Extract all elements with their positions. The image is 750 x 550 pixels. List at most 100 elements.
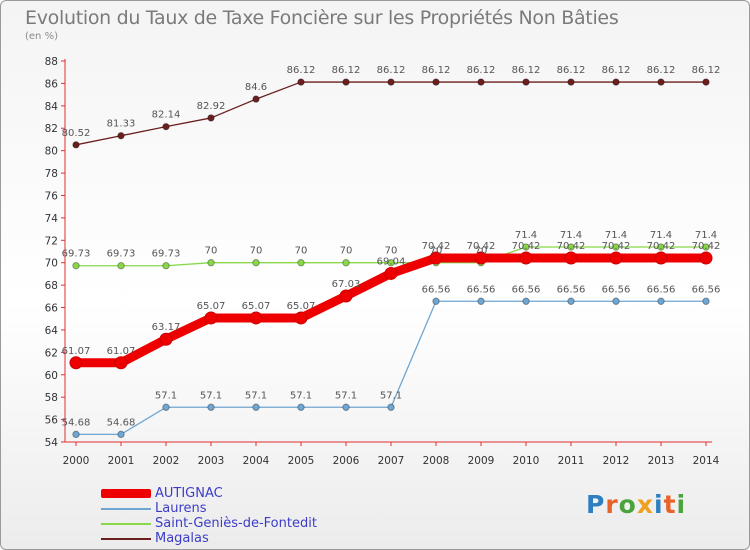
data-point-autignac: [564, 251, 578, 265]
data-point-saint-geni-s-de-fontedit: [342, 259, 350, 267]
data-label-laurens: 54.68: [107, 417, 136, 428]
data-point-laurens: [612, 297, 620, 305]
x-tick-label: 2003: [198, 455, 225, 467]
brand-logo-letter: i: [654, 490, 664, 519]
data-point-autignac: [339, 289, 353, 303]
data-point-magalas: [162, 122, 170, 131]
data-label-autignac: 69.04: [377, 256, 406, 267]
data-label-autignac: 70.42: [602, 241, 631, 252]
brand-logo: Proxiti: [586, 490, 686, 519]
x-tick-label: 2005: [288, 455, 315, 467]
data-label-saint-geni-s-de-fontedit: 71.4: [560, 230, 582, 241]
data-label-autignac: 61.07: [62, 346, 91, 357]
data-point-laurens: [432, 297, 440, 305]
y-tick-label: 80: [45, 146, 58, 158]
data-point-magalas: [387, 78, 395, 86]
x-tick-label: 2012: [603, 455, 630, 467]
data-label-saint-geni-s-de-fontedit: 70: [475, 246, 488, 257]
legend-label: Saint-Geniès-de-Fontedit: [155, 516, 317, 531]
data-label-magalas: 86.12: [692, 65, 721, 76]
data-point-saint-geni-s-de-fontedit: [207, 259, 215, 267]
data-label-saint-geni-s-de-fontedit: 69.73: [107, 249, 136, 260]
data-point-saint-geni-s-de-fontedit: [567, 243, 575, 251]
brand-logo-letter: i: [676, 490, 687, 519]
data-point-magalas: [342, 78, 350, 86]
data-label-saint-geni-s-de-fontedit: 70: [205, 246, 218, 257]
data-label-autignac: 65.07: [242, 301, 271, 312]
data-point-laurens: [702, 297, 710, 305]
data-label-laurens: 57.1: [380, 390, 402, 401]
legend-swatch-autignac: [101, 489, 151, 498]
data-label-autignac: 70.42: [557, 241, 586, 252]
data-label-autignac: 61.07: [107, 346, 136, 357]
data-point-autignac: [159, 332, 173, 346]
data-point-saint-geni-s-de-fontedit: [612, 243, 620, 251]
data-point-autignac: [654, 251, 668, 265]
data-point-laurens: [207, 403, 215, 411]
y-tick-label: 82: [45, 123, 58, 135]
y-tick-label: 84: [45, 101, 59, 113]
data-point-saint-geni-s-de-fontedit: [657, 243, 665, 251]
data-label-autignac: 63.17: [152, 322, 181, 333]
y-tick-label: 72: [45, 235, 58, 247]
data-point-autignac: [294, 311, 308, 325]
data-point-magalas: [657, 78, 665, 86]
data-label-saint-geni-s-de-fontedit: 70: [430, 246, 443, 257]
data-point-autignac: [474, 251, 488, 265]
data-label-autignac: 70.42: [422, 241, 451, 252]
data-point-autignac: [69, 356, 83, 370]
brand-logo-letter: x: [636, 490, 654, 519]
data-point-autignac: [519, 251, 533, 265]
legend-swatch-laurens: [101, 508, 151, 510]
data-point-autignac: [699, 251, 713, 265]
brand-logo-letter: o: [618, 490, 637, 519]
data-point-saint-geni-s-de-fontedit: [387, 259, 395, 267]
data-label-saint-geni-s-de-fontedit: 70: [340, 246, 353, 257]
x-tick-label: 2001: [108, 455, 135, 467]
data-label-laurens: 66.56: [602, 284, 631, 295]
data-point-saint-geni-s-de-fontedit: [702, 243, 710, 251]
data-label-laurens: 57.1: [200, 390, 222, 401]
x-tick-label: 2007: [378, 455, 405, 467]
data-label-magalas: 82.14: [152, 110, 181, 121]
data-label-autignac: 65.07: [197, 301, 226, 312]
x-tick-label: 2006: [333, 455, 360, 467]
data-label-autignac: 70.42: [692, 241, 721, 252]
brand-logo-letter: r: [605, 490, 619, 519]
data-point-magalas: [702, 78, 710, 86]
x-tick-label: 2002: [153, 455, 180, 467]
data-label-autignac: 67.03: [332, 279, 361, 290]
data-point-saint-geni-s-de-fontedit: [162, 262, 170, 270]
data-point-magalas: [72, 141, 80, 149]
data-point-laurens: [387, 403, 395, 411]
data-label-saint-geni-s-de-fontedit: 69.73: [152, 249, 181, 260]
data-point-autignac: [609, 251, 623, 265]
x-tick-label: 2010: [513, 455, 540, 467]
data-label-magalas: 86.12: [602, 65, 631, 76]
data-label-saint-geni-s-de-fontedit: 71.4: [515, 230, 537, 241]
data-label-saint-geni-s-de-fontedit: 71.4: [650, 230, 672, 241]
legend-label: Laurens: [155, 501, 207, 516]
data-label-saint-geni-s-de-fontedit: 71.4: [695, 230, 717, 241]
data-label-laurens: 66.56: [467, 284, 496, 295]
data-label-saint-geni-s-de-fontedit: 69.73: [62, 249, 91, 260]
data-point-magalas: [432, 78, 440, 86]
y-tick-label: 68: [45, 280, 58, 292]
chart-title: Evolution du Taux de Taxe Foncière sur l…: [25, 7, 619, 29]
data-label-laurens: 66.56: [692, 284, 721, 295]
data-point-laurens: [477, 297, 485, 305]
y-tick-label: 60: [45, 370, 58, 382]
data-point-magalas: [612, 78, 620, 86]
data-label-autignac: 70.42: [512, 241, 541, 252]
y-tick-label: 56: [45, 415, 59, 427]
data-label-magalas: 80.52: [62, 128, 91, 139]
x-tick-label: 2011: [558, 455, 585, 467]
data-label-laurens: 54.68: [62, 417, 91, 428]
data-label-magalas: 86.12: [512, 65, 541, 76]
series-line-laurens: [75, 300, 707, 436]
data-point-laurens: [252, 403, 260, 411]
x-tick-label: 2013: [648, 455, 675, 467]
data-point-saint-geni-s-de-fontedit: [117, 262, 125, 270]
data-point-autignac: [384, 266, 398, 280]
